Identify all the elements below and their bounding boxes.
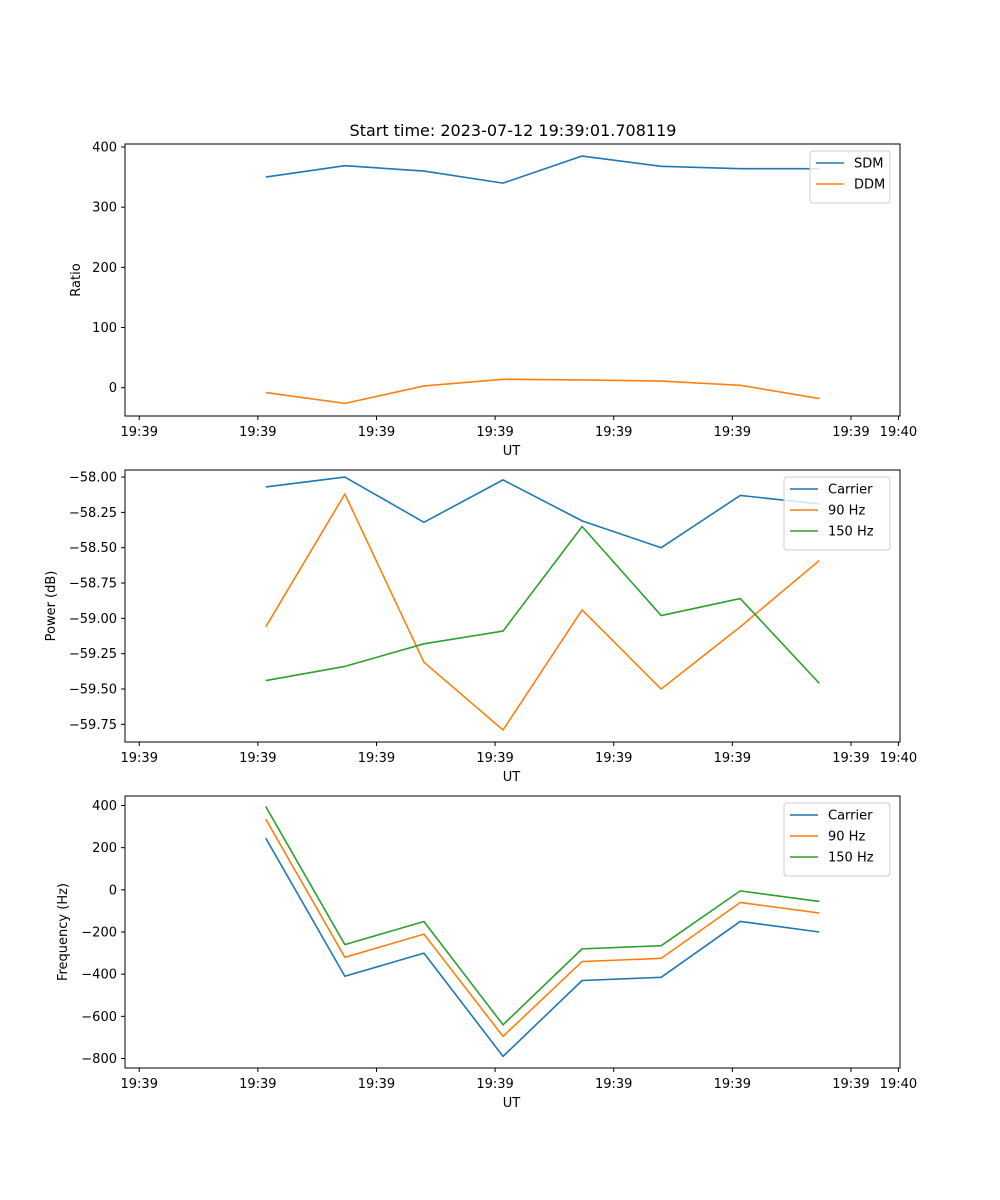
series-line-ddm (265, 378, 820, 405)
y-tick-label: −58.50 (69, 541, 117, 556)
x-tick-label: 19:39 (714, 425, 751, 440)
x-tick-label: 19:39 (239, 425, 276, 440)
y-axis-label: Frequency (Hz) (56, 883, 71, 981)
y-tick-label: 400 (92, 799, 117, 814)
y-tick-label: 200 (92, 841, 117, 856)
frequency-panel: 19:39 19:39 19:39 19:39 19:39 19:39 19:39 19:40… (56, 795, 917, 1111)
legend-label: 150 Hz (828, 525, 874, 540)
x-tick-label: 19:39 (832, 425, 869, 440)
x-tick-label: 19:39 (121, 1077, 158, 1092)
legend-label: Carrier (828, 809, 873, 824)
y-axis-label: Power (dB) (44, 571, 59, 642)
y-tick-label: −58.00 (69, 471, 117, 486)
x-axis-label: UT (503, 770, 521, 785)
y-tick-label: 100 (92, 321, 117, 336)
legend-label: 90 Hz (828, 504, 865, 519)
y-tick-label: 0 (109, 381, 117, 396)
series-line-carrier (265, 476, 820, 549)
legend: Carrier 90 Hz 150 Hz (783, 802, 891, 877)
y-tick-label: −59.00 (69, 612, 117, 627)
y-tick-label: 200 (92, 261, 117, 276)
legend-label: Carrier (828, 483, 873, 498)
legend: Carrier 90 Hz 150 Hz (783, 476, 891, 551)
x-tick-label: 19:39 (595, 425, 632, 440)
x-tick-label: 19:39 (476, 751, 513, 766)
axes-frame (124, 469, 901, 743)
x-tick-label: 19:39 (358, 1077, 395, 1092)
series-line-90-hz (265, 493, 820, 731)
series-line-carrier (265, 837, 820, 1058)
axes-frame (124, 143, 901, 417)
x-tick-label: 19:39 (595, 1077, 632, 1092)
x-tick-label: 19:39 (832, 751, 869, 766)
legend-label: 150 Hz (828, 851, 874, 866)
y-tick-label: −200 (81, 926, 117, 941)
y-axis-label: Ratio (69, 263, 84, 296)
y-tick-label: 0 (109, 883, 117, 898)
x-tick-label: 19:39 (476, 1077, 513, 1092)
legend: SDM DDM (809, 150, 891, 204)
y-tick-label: −600 (81, 1010, 117, 1025)
power-panel: 19:39 19:39 19:39 19:39 19:39 19:39 19:39 19:40… (44, 469, 917, 785)
x-tick-label: 19:39 (714, 1077, 751, 1092)
series-line-sdm (265, 155, 820, 184)
legend-label: SDM (854, 157, 883, 172)
series-line-90-hz (265, 818, 820, 1038)
y-tick-label: 400 (92, 141, 117, 156)
y-tick-label: −800 (81, 1052, 117, 1067)
x-tick-label: 19:39 (121, 751, 158, 766)
x-tick-label: 19:39 (714, 751, 751, 766)
y-tick-label: −58.25 (69, 506, 117, 521)
x-tick-label: 19:39 (595, 751, 632, 766)
x-tick-label: 19:39 (358, 751, 395, 766)
x-tick-label: 19:39 (358, 425, 395, 440)
x-tick-label: 19:39 (239, 751, 276, 766)
legend-label: 90 Hz (828, 830, 865, 845)
y-tick-label: −58.75 (69, 577, 117, 592)
ratio-panel: 19:39 19:39 19:39 19:39 19:39 19:39 19:39 19:40… (69, 141, 917, 459)
x-tick-label: 19:39 (121, 425, 158, 440)
y-tick-label: 300 (92, 201, 117, 216)
x-tick-label: 19:40 (880, 425, 917, 440)
x-tick-label: 19:40 (880, 1077, 917, 1092)
y-tick-label: −59.25 (69, 647, 117, 662)
x-tick-label: 19:40 (880, 751, 917, 766)
figure-title: Start time: 2023-07-12 19:39:01.708119 (350, 121, 677, 140)
x-tick-label: 19:39 (832, 1077, 869, 1092)
legend-label: DDM (854, 178, 885, 193)
x-axis-label: UT (503, 1096, 521, 1111)
x-tick-label: 19:39 (239, 1077, 276, 1092)
y-tick-label: −400 (81, 968, 117, 983)
x-tick-label: 19:39 (476, 425, 513, 440)
x-axis-label: UT (503, 444, 521, 459)
series-line-150-hz (265, 806, 820, 1026)
y-tick-label: −59.75 (69, 718, 117, 733)
legend-box (809, 150, 891, 204)
series-line-150-hz (265, 525, 820, 684)
y-tick-label: −59.50 (69, 683, 117, 698)
